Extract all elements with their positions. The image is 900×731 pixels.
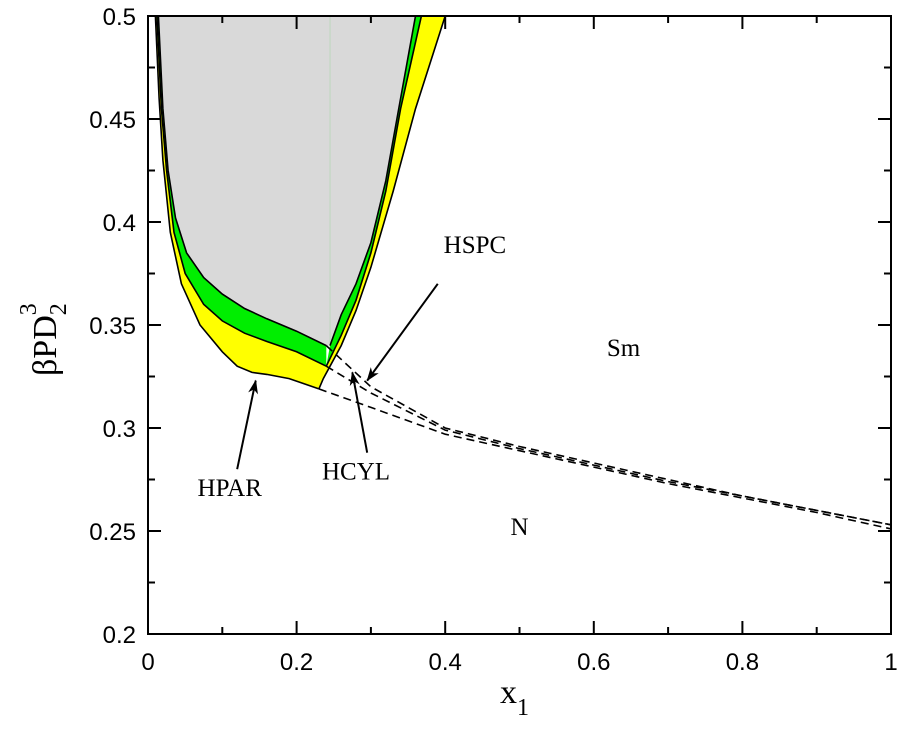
- x-tick-label: 0.6: [577, 649, 610, 676]
- y-tick-label: 0.4: [103, 210, 136, 237]
- annotation-hpar: HPAR: [198, 475, 263, 502]
- dashed-line-hspc: [325, 345, 891, 526]
- y-tick-label: 0.5: [103, 4, 136, 31]
- right-inner-boundary: [329, 16, 417, 346]
- y-tick-label: 0.35: [89, 313, 136, 340]
- left-inner-boundary: [157, 16, 327, 347]
- annotation-n: N: [510, 514, 528, 541]
- x-tick-label: 0: [141, 649, 154, 676]
- dashed-line-hcyl: [325, 365, 891, 526]
- annotation-sm: Sm: [607, 335, 641, 362]
- y-tick-label: 0.25: [89, 519, 136, 546]
- axis-ticks: [147, 15, 892, 635]
- x-axis-title-sub: 1: [517, 695, 529, 721]
- y-tick-labels: 0.2 0.25 0.3 0.35 0.4 0.45 0.5: [89, 4, 136, 649]
- x-tick-label: 0.8: [726, 649, 759, 676]
- dashed-line-hpar: [318, 388, 891, 530]
- y-axis-title-main: βPD: [27, 315, 64, 376]
- green-band-left: [156, 16, 327, 367]
- left-middle-boundary: [156, 16, 327, 367]
- y-axis-title-sub: 2: [46, 303, 72, 315]
- x-axis-title-main: x: [500, 674, 517, 711]
- y-tick-label: 0.3: [103, 416, 136, 443]
- boundary-lines: [154, 16, 446, 390]
- x-tick-label: 0.2: [280, 649, 313, 676]
- right-outer-boundary: [318, 16, 446, 390]
- annotations: HSPC HCYL HPAR Sm N: [198, 232, 641, 541]
- coexistence-region: [158, 16, 416, 346]
- x-tick-labels: 0 0.2 0.4 0.6 0.8 1: [141, 649, 897, 676]
- x-tick-label: 0.4: [429, 649, 462, 676]
- arrow-hcyl: [349, 371, 369, 453]
- arrow-hpar: [236, 379, 258, 470]
- y-axis-title: βPD23: [16, 303, 72, 376]
- y-tick-label: 0.2: [103, 622, 136, 649]
- annotation-hcyl: HCYL: [322, 459, 390, 486]
- left-outer-boundary: [154, 16, 320, 390]
- arrow-hspc: [366, 283, 439, 382]
- x-axis-title: x1: [500, 674, 529, 721]
- annotation-hspc: HSPC: [444, 232, 507, 259]
- y-tick-label: 0.45: [89, 107, 136, 134]
- x-tick-label: 1: [884, 649, 897, 676]
- dashed-lines: [318, 345, 891, 530]
- right-middle-boundary: [325, 16, 423, 367]
- yellow-band-right: [318, 16, 446, 389]
- plot-area: [154, 16, 891, 530]
- y-axis-title-sup: 3: [16, 303, 42, 315]
